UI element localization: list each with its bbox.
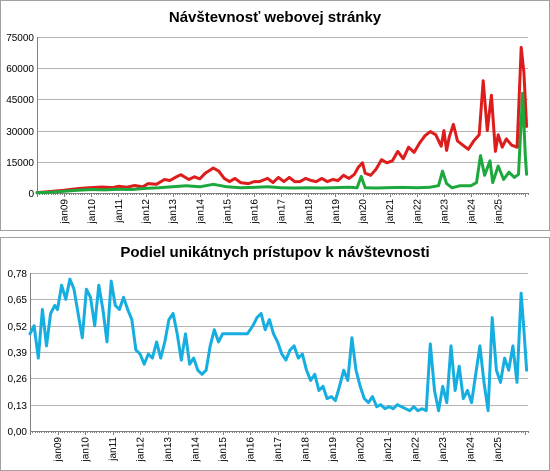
- x-tick-label: jan10: [87, 199, 98, 225]
- x-tick-label: jan24: [466, 437, 477, 463]
- chart-title: Návštevnosť webovej stránky: [169, 9, 382, 26]
- x-tick-label: jan14: [195, 199, 206, 225]
- series-line-1: [28, 277, 529, 413]
- x-tick-label: jan25: [494, 199, 505, 225]
- x-tick-label: jan13: [163, 437, 174, 463]
- x-tick-label: jan15: [222, 199, 233, 225]
- x-tick-label: jan25: [493, 437, 504, 463]
- x-tick-label: jan11: [114, 199, 125, 224]
- y-tick-label: 60000: [6, 64, 34, 75]
- x-tick-label: jan22: [412, 199, 423, 225]
- x-tick-label: jan23: [438, 437, 449, 463]
- y-tick-label: 75000: [6, 33, 34, 44]
- y-tick-label: 0,52: [8, 322, 28, 333]
- x-tick-label: jan09: [60, 199, 71, 225]
- y-tick-label: 0,00: [8, 427, 28, 438]
- chart-title: Podiel unikátnych prístupov k návštevnos…: [120, 244, 429, 261]
- y-tick-label: 15000: [6, 158, 34, 169]
- chart-unique-share: Podiel unikátnych prístupov k návštevnos…: [0, 237, 550, 471]
- x-tick-label: jan15: [218, 437, 229, 463]
- x-tick-label: jan14: [191, 437, 202, 463]
- x-tick-label: jan21: [383, 437, 394, 463]
- y-tick-label: 0: [28, 189, 34, 200]
- series-line-2: [35, 91, 529, 195]
- series-line-1: [35, 45, 529, 195]
- x-tick-label: jan12: [136, 437, 147, 463]
- x-tick-label: jan13: [168, 199, 179, 225]
- x-tick-label: jan11: [108, 437, 119, 462]
- x-tick-label: jan17: [277, 199, 288, 225]
- x-tick-label: jan18: [301, 437, 312, 463]
- x-tick-label: jan20: [356, 437, 367, 463]
- x-tick-label: jan23: [439, 199, 450, 225]
- x-tick-label: jan12: [141, 199, 152, 225]
- x-tick-label: jan09: [53, 437, 64, 463]
- x-tick-label: jan10: [81, 437, 92, 463]
- x-tick-label: jan16: [246, 437, 257, 463]
- x-tick-label: jan16: [250, 199, 261, 225]
- chart-frame: [0, 0, 550, 231]
- chart-web-traffic: Návštevnosť webovej stránky 0 15000 30000 45…: [0, 0, 550, 231]
- y-tick-label: 0,39: [8, 348, 28, 359]
- y-tick-label: 30000: [6, 127, 34, 138]
- y-tick-label: 0,78: [8, 269, 28, 280]
- y-tick-label: 0,26: [8, 374, 28, 385]
- y-tick-label: 45000: [6, 95, 34, 106]
- x-tick-label: jan22: [411, 437, 422, 463]
- chart-frame: [0, 237, 550, 471]
- y-tick-label: 0,13: [8, 401, 28, 412]
- x-tick-label: jan17: [273, 437, 284, 463]
- y-tick-label: 0,65: [8, 295, 28, 306]
- x-tick-label: jan19: [328, 437, 339, 463]
- x-tick-label: jan21: [385, 199, 396, 225]
- x-tick-label: jan19: [331, 199, 342, 225]
- x-tick-label: jan20: [358, 199, 369, 225]
- x-tick-label: jan18: [304, 199, 315, 225]
- x-tick-label: jan24: [467, 199, 478, 225]
